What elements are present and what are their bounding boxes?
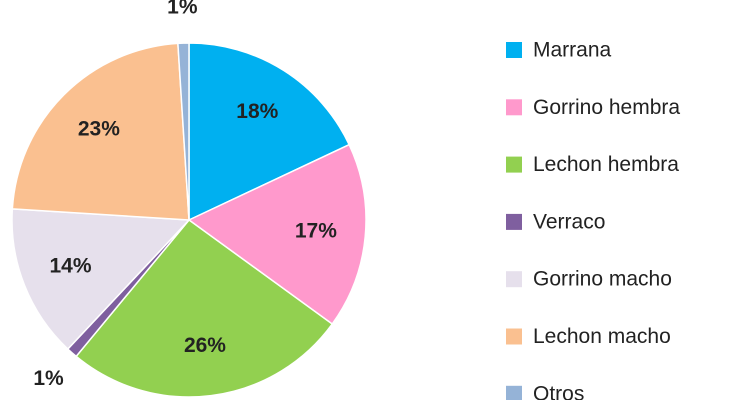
pie-slice bbox=[177, 42, 190, 221]
slice-label: 1% bbox=[33, 367, 64, 390]
legend-label: Gorrino macho bbox=[533, 268, 672, 291]
legend-label: Verraco bbox=[533, 210, 605, 233]
slice-label: 1% bbox=[167, 0, 198, 18]
legend-label: Gorrino hembra bbox=[533, 96, 680, 119]
legend-label: Lechon macho bbox=[533, 325, 671, 348]
pie-slice bbox=[11, 208, 191, 351]
legend-swatch bbox=[506, 156, 522, 173]
legend-label: Marrana bbox=[533, 39, 612, 62]
pie-slice bbox=[11, 42, 190, 221]
legend-swatch bbox=[506, 213, 522, 230]
legend-swatch bbox=[506, 271, 522, 288]
pie-slice bbox=[75, 218, 334, 398]
slice-label: 18% bbox=[236, 100, 278, 123]
pie-slice bbox=[188, 42, 351, 222]
legend-swatch bbox=[506, 328, 522, 345]
pie-slice bbox=[187, 143, 367, 326]
slice-label: 17% bbox=[295, 220, 337, 243]
slice-label: 26% bbox=[184, 334, 226, 357]
legend-swatch bbox=[506, 99, 522, 116]
legend-label: Otros bbox=[533, 382, 584, 400]
legend-swatch bbox=[506, 385, 522, 400]
legend-swatch bbox=[506, 42, 522, 58]
slice-label: 14% bbox=[49, 254, 91, 277]
slice-label: 23% bbox=[78, 117, 120, 140]
legend-label: Lechon hembra bbox=[533, 153, 679, 176]
